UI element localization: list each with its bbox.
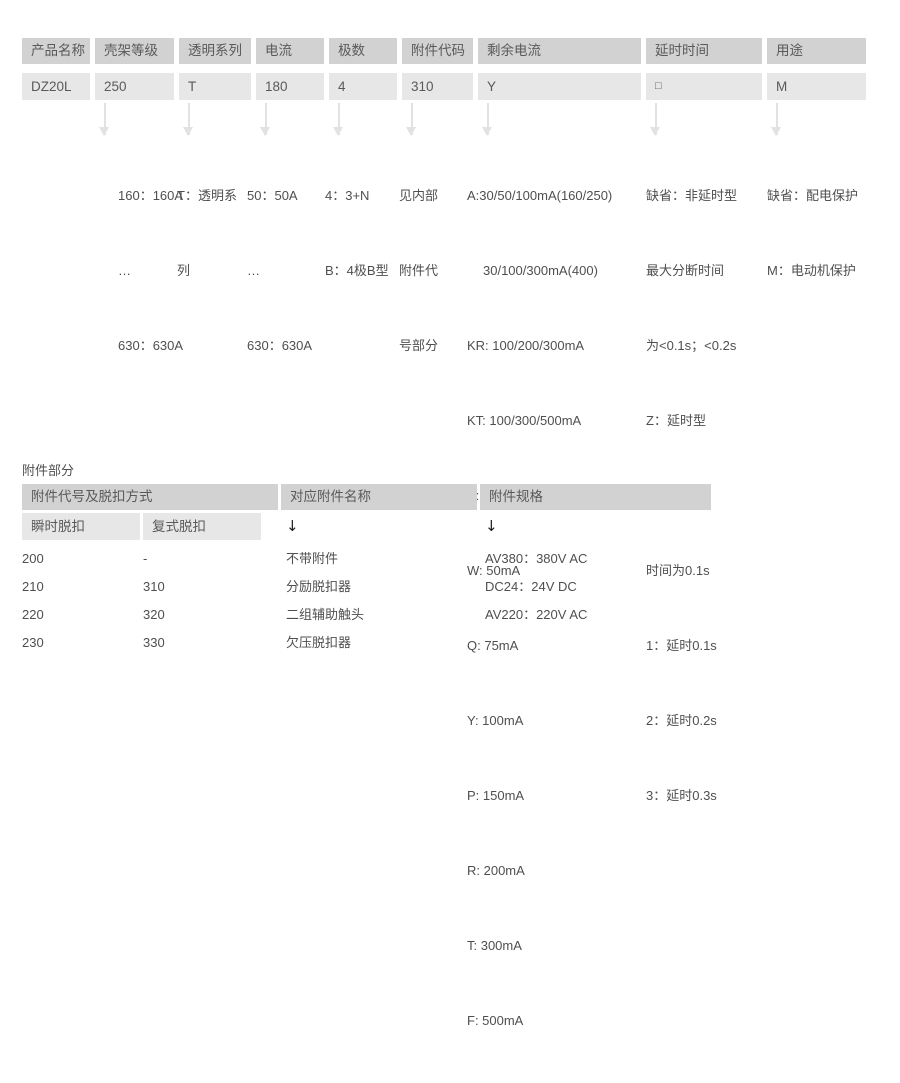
annotation-current: 50：50A … 630：630A bbox=[247, 133, 312, 408]
accessories-name-down-arrow-icon: ↓ bbox=[286, 517, 299, 535]
model-value-delay-time: □ bbox=[646, 73, 762, 100]
annotation-line: KT: 100/300/500mA bbox=[467, 413, 582, 428]
accessories-cell-instant: 210 bbox=[22, 579, 44, 594]
annotation-line: Y: 100mA bbox=[467, 713, 524, 728]
accessories-cell-spec: AV380：380V AC bbox=[485, 551, 588, 566]
model-value-poles: 4 bbox=[329, 73, 397, 100]
connector-arrow-current-icon bbox=[260, 103, 271, 136]
accessories-header-code-and-trip-mode: 附件代号及脱扣方式 bbox=[22, 484, 278, 510]
annotation-line: 号部分 bbox=[399, 338, 439, 353]
model-value-residual-current: Y bbox=[478, 73, 641, 100]
model-column-header-product-name: 产品名称 bbox=[22, 38, 90, 64]
accessories-subheader-instant-trip: 瞬时脱扣 bbox=[22, 513, 140, 540]
annotation-line: 1：延时0.1s bbox=[646, 638, 717, 653]
accessories-spec-down-arrow-icon: ↓ bbox=[485, 517, 498, 535]
annotation-line: … bbox=[118, 263, 131, 278]
accessories-cell-instant: 200 bbox=[22, 551, 44, 566]
connector-arrow-transparent-series-icon bbox=[183, 103, 194, 136]
annotation-accessory-code: 见内部 附件代 号部分 bbox=[399, 133, 438, 408]
annotation-line: 630：630A bbox=[118, 338, 184, 353]
accessories-cell-spec: DC24：24V DC bbox=[485, 579, 577, 594]
connector-arrow-usage-icon bbox=[771, 103, 782, 136]
accessories-section-title: 附件部分 bbox=[22, 463, 75, 478]
model-column-header-usage: 用途 bbox=[767, 38, 866, 64]
annotation-line: 见内部 bbox=[399, 188, 439, 203]
connector-arrow-accessory-code-icon bbox=[406, 103, 417, 136]
annotation-delay-time: 缺省：非延时型 最大分断时间 为<0.1s；<0.2s Z：延时型 最大分断 时… bbox=[646, 133, 737, 858]
annotation-line: 时间为0.1s bbox=[646, 563, 710, 578]
accessories-header-name: 对应附件名称 bbox=[281, 484, 477, 510]
model-column-header-delay-time: 延时时间 bbox=[646, 38, 762, 64]
annotation-line: M：电动机保护 bbox=[767, 263, 856, 278]
annotation-line: 4：3+N bbox=[325, 188, 370, 203]
annotation-line: R: 200mA bbox=[467, 863, 525, 878]
annotation-line: F: 500mA bbox=[467, 1013, 524, 1028]
accessories-cell-compound: - bbox=[143, 551, 148, 566]
annotation-line: KR: 100/200/300mA bbox=[467, 338, 585, 353]
annotation-line: 2：延时0.2s bbox=[646, 713, 717, 728]
accessories-cell-instant: 220 bbox=[22, 607, 44, 622]
annotation-line: A:30/50/100mA(160/250) bbox=[467, 188, 613, 203]
accessories-header-spec: 附件规格 bbox=[480, 484, 711, 510]
annotation-line: P: 150mA bbox=[467, 788, 525, 803]
accessories-cell-instant: 230 bbox=[22, 635, 44, 650]
accessories-cell-name: 分励脱扣器 bbox=[286, 579, 352, 594]
annotation-line: 160：160A bbox=[118, 188, 184, 203]
annotation-line: 630：630A bbox=[247, 338, 313, 353]
annotation-line: Z：延时型 bbox=[646, 413, 706, 428]
model-column-header-accessory-code: 附件代码 bbox=[402, 38, 473, 64]
model-column-header-transparent-series: 透明系列 bbox=[179, 38, 251, 64]
annotation-line: B：4极B型 bbox=[325, 263, 389, 278]
model-column-header-residual-current: 剩余电流 bbox=[478, 38, 641, 64]
annotation-line: T：透明系 bbox=[177, 188, 237, 203]
annotation-line: 最大分断时间 bbox=[646, 263, 725, 278]
annotation-line: 30/100/300mA(400) bbox=[483, 263, 598, 278]
annotation-frame-level: 160：160A … 630：630A bbox=[118, 133, 183, 408]
connector-arrow-frame-level-icon bbox=[99, 103, 110, 136]
annotation-line: 附件代 bbox=[399, 263, 439, 278]
accessories-subheader-compound-trip: 复式脱扣 bbox=[143, 513, 261, 540]
accessories-cell-spec: AV220：220V AC bbox=[485, 607, 588, 622]
model-column-header-current: 电流 bbox=[256, 38, 324, 64]
accessories-cell-compound: 320 bbox=[143, 607, 165, 622]
model-value-usage: M bbox=[767, 73, 866, 100]
annotation-line: 列 bbox=[177, 263, 191, 278]
connector-arrow-poles-icon bbox=[333, 103, 344, 136]
connector-arrow-residual-current-icon bbox=[482, 103, 493, 136]
accessories-cell-name: 二组辅助触头 bbox=[286, 607, 365, 622]
accessories-cell-name: 不带附件 bbox=[286, 551, 339, 566]
annotation-line: Q: 75mA bbox=[467, 638, 519, 653]
connector-arrow-delay-time-icon bbox=[650, 103, 661, 136]
accessories-cell-name: 欠压脱扣器 bbox=[286, 635, 352, 650]
accessories-cell-compound: 310 bbox=[143, 579, 165, 594]
model-value-transparent-series: T bbox=[179, 73, 251, 100]
annotation-usage: 缺省：配电保护 M：电动机保护 bbox=[767, 133, 858, 333]
model-column-header-frame-level: 壳架等级 bbox=[95, 38, 174, 64]
model-column-header-poles: 极数 bbox=[329, 38, 397, 64]
model-value-product-name: DZ20L bbox=[22, 73, 90, 100]
annotation-line: … bbox=[247, 263, 260, 278]
model-value-frame-level: 250 bbox=[95, 73, 174, 100]
annotation-line: 3：延时0.3s bbox=[646, 788, 717, 803]
annotation-line: 缺省：配电保护 bbox=[767, 188, 859, 203]
annotation-poles: 4：3+N B：4极B型 bbox=[325, 133, 389, 333]
model-value-current: 180 bbox=[256, 73, 324, 100]
annotation-line: 缺省：非延时型 bbox=[646, 188, 738, 203]
annotation-line: 50：50A bbox=[247, 188, 298, 203]
annotation-line: W: 50mA bbox=[467, 563, 521, 578]
annotation-line: 为<0.1s；<0.2s bbox=[646, 338, 737, 353]
model-value-accessory-code: 310 bbox=[402, 73, 473, 100]
annotation-transparent-series: T：透明系 列 bbox=[177, 133, 237, 333]
annotation-line: T: 300mA bbox=[467, 938, 522, 953]
accessories-cell-compound: 330 bbox=[143, 635, 165, 650]
